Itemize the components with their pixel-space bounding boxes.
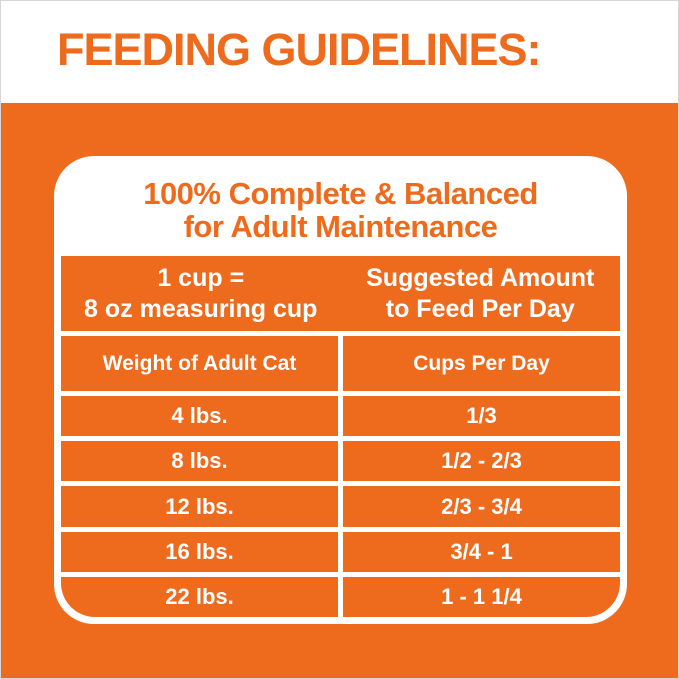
card-header-line1: 100% Complete & Balanced [143,175,538,211]
weight-cell: 22 lbs. [61,576,338,617]
cups-cell: 2/3 - 3/4 [343,486,620,527]
feeding-table: 1 cup = 8 oz measuring cup Suggested Amo… [61,256,620,617]
cup-definition-line2: 8 oz measuring cup [84,294,318,323]
suggested-amount-header: Suggested Amount to Feed Per Day [341,256,621,331]
cups-cell: 1/2 - 2/3 [343,441,620,482]
column-header-weight: Weight of Adult Cat [61,336,338,391]
weight-cell: 12 lbs. [61,486,338,527]
cup-definition-line1: 1 cup = [157,263,245,292]
column-header-cups: Cups Per Day [343,336,620,391]
suggested-amount-line1: Suggested Amount [366,263,595,292]
table-header-row: 1 cup = 8 oz measuring cup Suggested Amo… [61,256,620,331]
table-subheader-row: Weight of Adult Cat Cups Per Day [61,336,620,391]
cups-cell: 3/4 - 1 [343,531,620,572]
card-header: 100% Complete & Balanced for Adult Maint… [61,163,620,256]
title-band: FEEDING GUIDELINES: [1,1,678,103]
cups-cell: 1 - 1 1/4 [343,576,620,617]
suggested-amount-line2: to Feed Per Day [385,294,575,323]
table-row: 8 lbs. 1/2 - 2/3 [61,441,620,482]
table-row: 16 lbs. 3/4 - 1 [61,531,620,572]
weight-cell: 16 lbs. [61,531,338,572]
weight-cell: 4 lbs. [61,396,338,437]
page-title: FEEDING GUIDELINES: [57,24,542,75]
feeding-table-card: 100% Complete & Balanced for Adult Maint… [54,156,627,624]
table-row: 22 lbs. 1 - 1 1/4 [61,576,620,617]
cups-cell: 1/3 [343,396,620,437]
table-row: 4 lbs. 1/3 [61,396,620,437]
cup-definition-header: 1 cup = 8 oz measuring cup [61,256,341,331]
card-header-line2: for Adult Maintenance [183,208,498,244]
weight-cell: 8 lbs. [61,441,338,482]
orange-background: 100% Complete & Balanced for Adult Maint… [1,103,678,678]
table-row: 12 lbs. 2/3 - 3/4 [61,486,620,527]
